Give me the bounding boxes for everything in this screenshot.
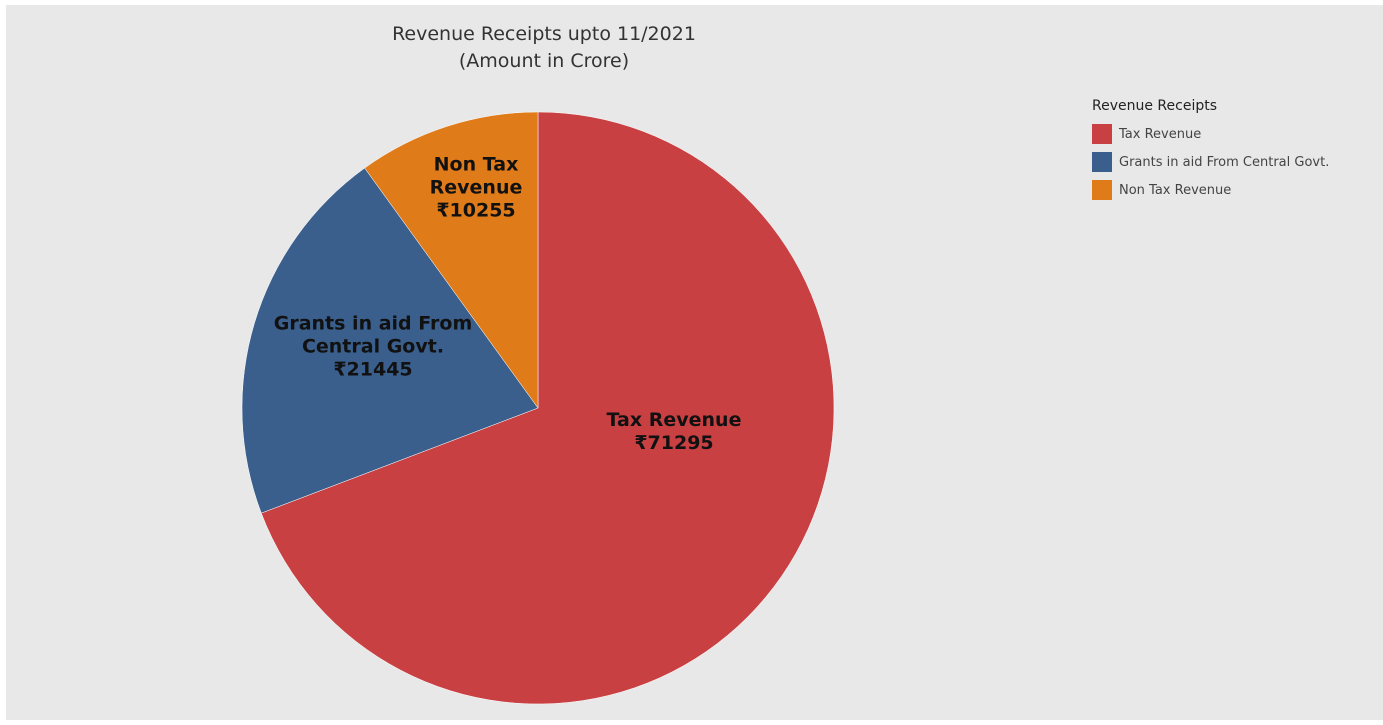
legend-swatch bbox=[1092, 180, 1112, 200]
legend-swatch bbox=[1092, 124, 1112, 144]
chart-title: Revenue Receipts upto 11/2021 (Amount in… bbox=[246, 21, 842, 75]
slice-name-label: Central Govt. bbox=[302, 336, 444, 358]
pie-slice-tax-revenue[interactable] bbox=[260, 111, 835, 705]
slice-value-label: ₹71295 bbox=[634, 432, 713, 454]
legend-label: Grants in aid From Central Govt. bbox=[1119, 154, 1330, 170]
chart-subtitle: (Amount in Crore) bbox=[458, 50, 630, 72]
slice-name-label: Grants in aid From bbox=[274, 313, 473, 335]
slice-name-label: Non Tax bbox=[434, 154, 519, 176]
legend: Revenue Receipts Tax Revenue Grants in ai… bbox=[1092, 98, 1329, 204]
slice-label-group: Tax Revenue₹71295 bbox=[607, 409, 742, 454]
legend-title: Revenue Receipts bbox=[1092, 98, 1218, 114]
pie-chart: Tax Revenue₹71295 Grants in aid FromCentr… bbox=[241, 111, 835, 705]
legend-item[interactable]: Tax Revenue bbox=[1092, 120, 1329, 148]
slice-name-label: Tax Revenue bbox=[607, 409, 742, 431]
pie-slice-non-tax-revenue[interactable] bbox=[364, 111, 539, 409]
legend-label: Tax Revenue bbox=[1119, 126, 1202, 142]
chart-title-line: Revenue Receipts upto 11/2021 bbox=[392, 23, 696, 45]
legend-swatch bbox=[1092, 152, 1112, 172]
legend-label: Non Tax Revenue bbox=[1119, 182, 1232, 198]
slice-name-label: Revenue bbox=[430, 177, 523, 199]
chart-panel: Revenue Receipts upto 11/2021 (Amount in… bbox=[6, 5, 1383, 720]
legend-item[interactable]: Grants in aid From Central Govt. bbox=[1092, 148, 1329, 176]
slice-value-label: ₹10255 bbox=[436, 200, 515, 222]
slice-value-label: ₹21445 bbox=[333, 359, 412, 381]
legend-item[interactable]: Non Tax Revenue bbox=[1092, 176, 1329, 204]
legend-items: Tax Revenue Grants in aid From Central Go… bbox=[1092, 120, 1329, 204]
pie-slice-grants-in-aid-from-central-govt[interactable] bbox=[241, 167, 539, 514]
